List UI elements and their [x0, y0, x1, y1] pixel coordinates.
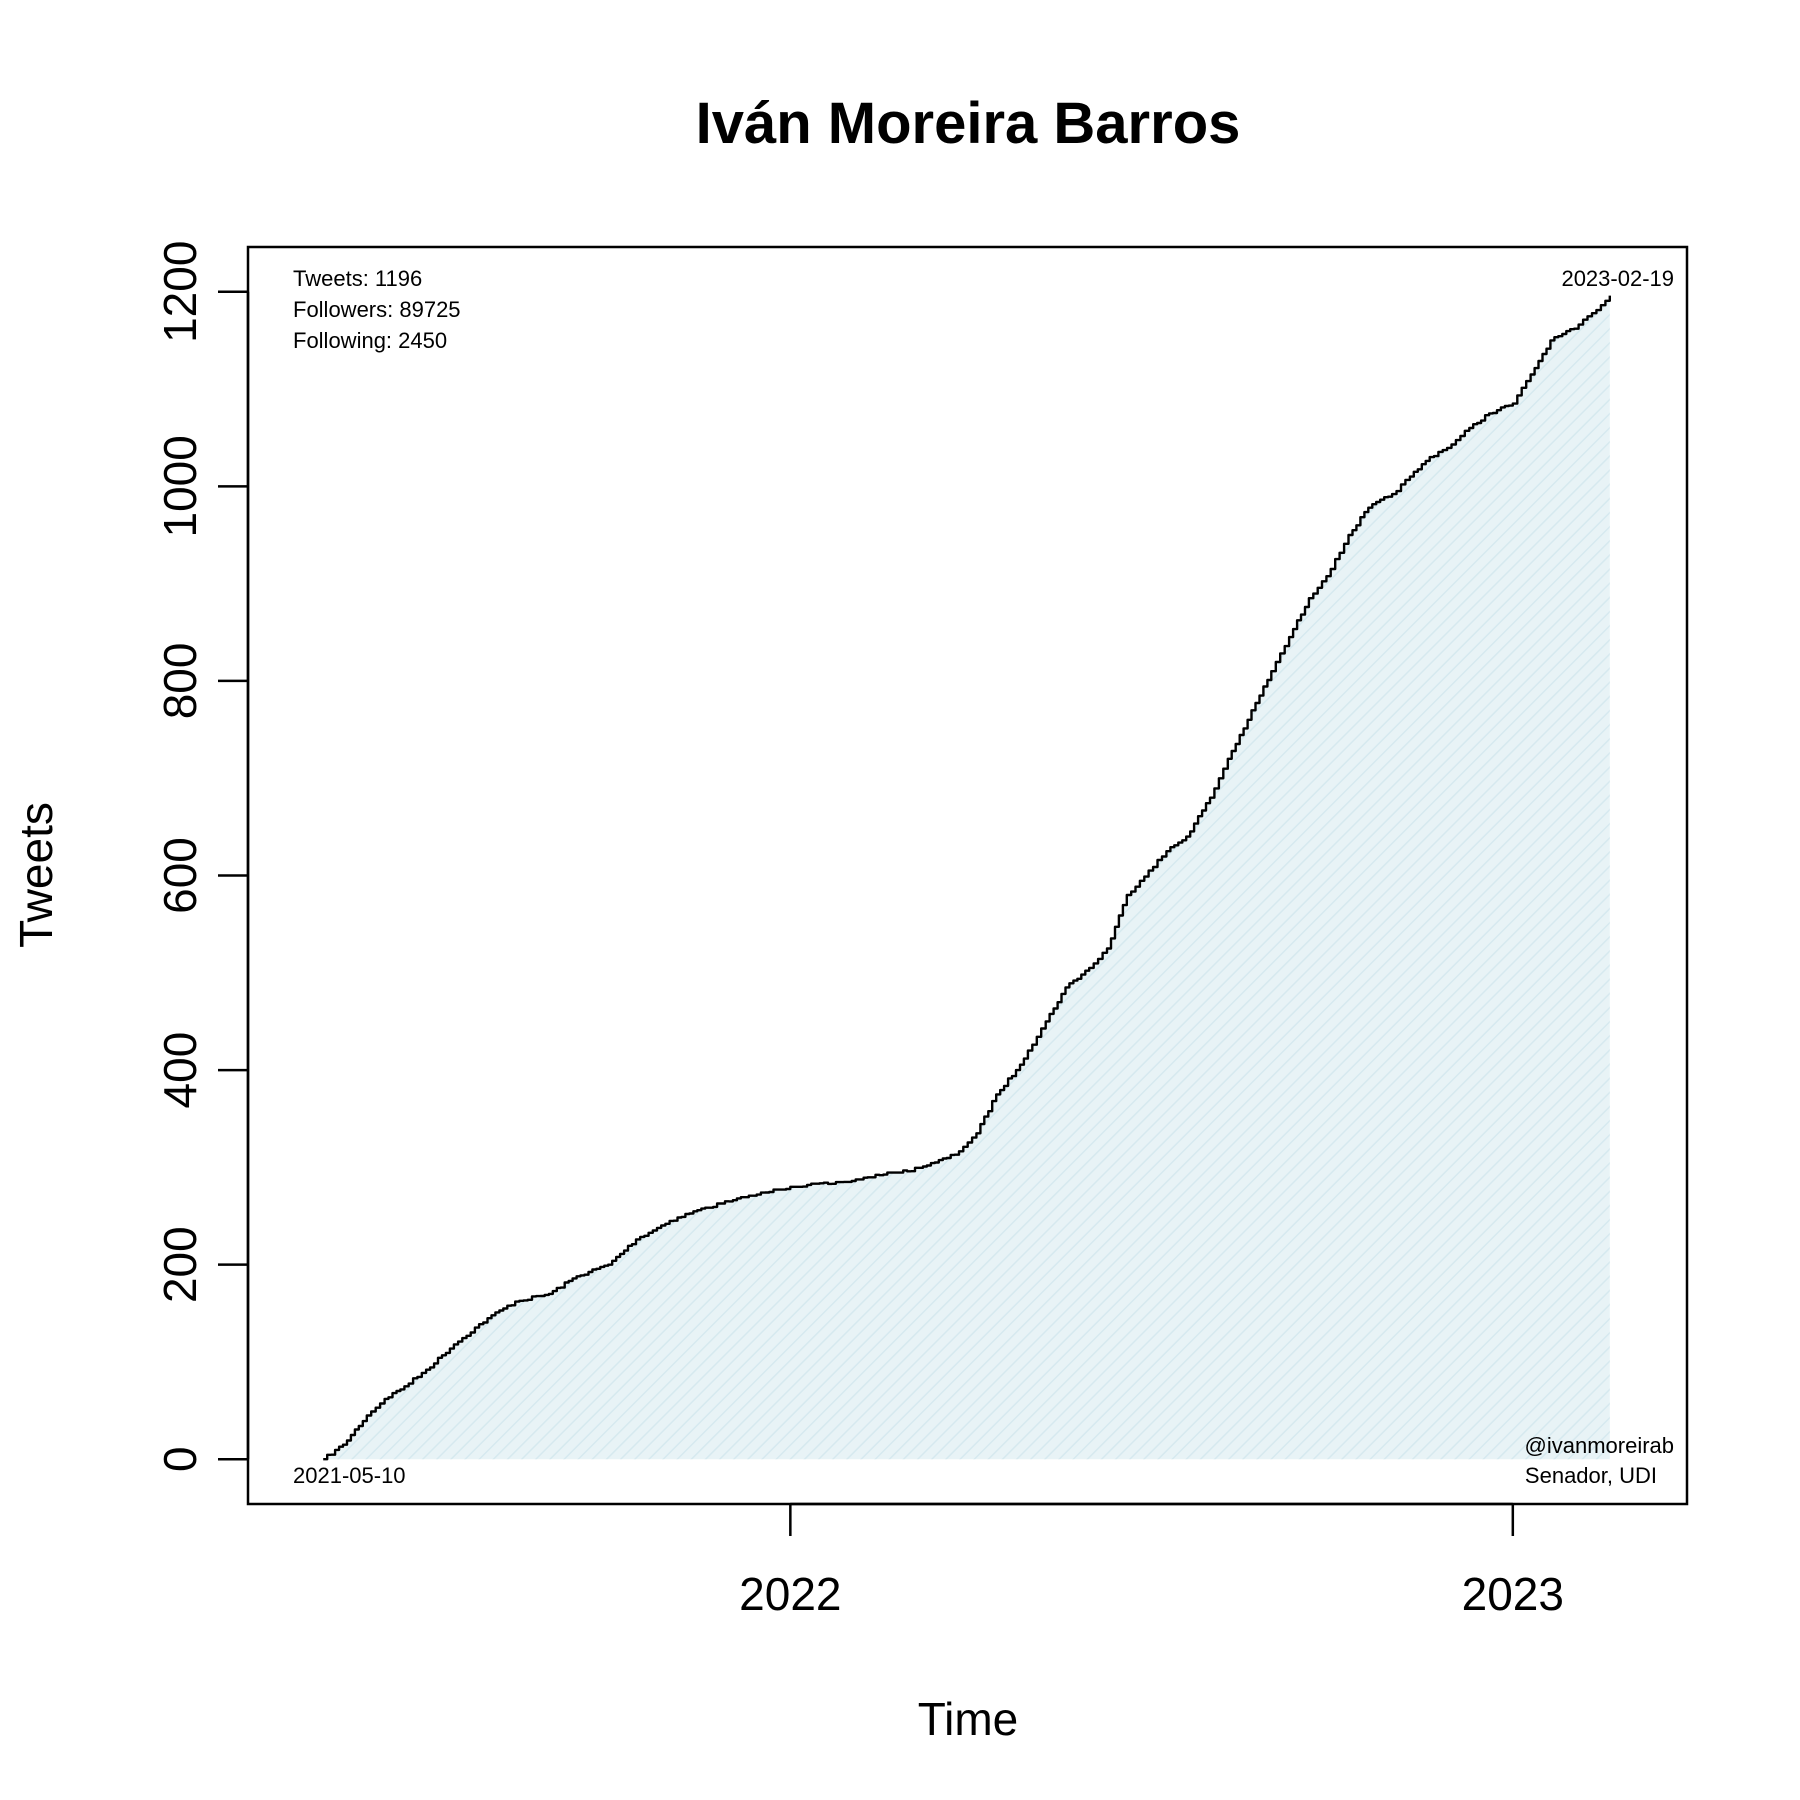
y-tick-label: 1000	[154, 435, 206, 537]
y-tick-label: 200	[154, 1226, 206, 1303]
y-tick-label: 400	[154, 1032, 206, 1109]
stats-following: Following: 2450	[293, 328, 447, 353]
y-tick-label: 0	[154, 1446, 206, 1472]
account-description: Senador, UDI	[1525, 1463, 1657, 1488]
area-hatch	[323, 295, 1610, 1460]
x-axis-title: Time	[918, 1693, 1019, 1745]
account-handle: @ivanmoreirab	[1525, 1433, 1675, 1458]
y-tick-label: 1200	[154, 241, 206, 343]
stats-tweets: Tweets: 1196	[293, 266, 422, 291]
y-tick-label: 600	[154, 837, 206, 914]
x-axis: 2022 2023	[739, 1502, 1564, 1620]
x-tick-label: 2022	[739, 1568, 841, 1620]
y-axis: 0 200 400 600 800 1000 1200	[154, 241, 250, 1472]
series-line	[323, 295, 1611, 1461]
plot-area	[323, 295, 1611, 1461]
start-date-label: 2021-05-10	[293, 1463, 406, 1488]
chart-title: Iván Moreira Barros	[696, 91, 1241, 156]
y-axis-title: Tweets	[10, 802, 62, 948]
stats-followers: Followers: 89725	[293, 297, 461, 322]
x-tick-label: 2023	[1462, 1568, 1564, 1620]
end-date-label: 2023-02-19	[1561, 266, 1674, 291]
y-tick-label: 800	[154, 643, 206, 720]
